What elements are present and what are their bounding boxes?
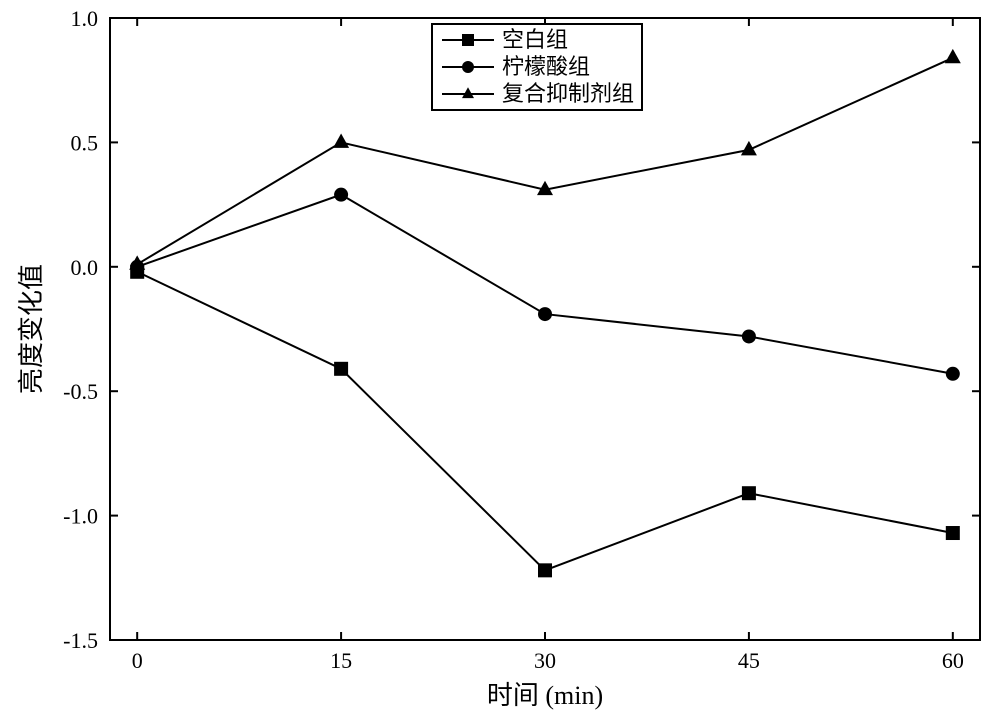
legend-marker bbox=[462, 61, 474, 73]
series-marker-citric bbox=[538, 307, 552, 321]
series-marker-blank bbox=[334, 362, 348, 376]
legend-label: 柠檬酸组 bbox=[502, 54, 590, 79]
series-marker-compound bbox=[333, 133, 349, 147]
plot-frame bbox=[110, 18, 980, 640]
legend-marker bbox=[462, 34, 474, 46]
series-marker-blank bbox=[538, 563, 552, 577]
y-tick-label: -1.5 bbox=[63, 628, 98, 653]
x-tick-label: 45 bbox=[738, 648, 760, 673]
series-marker-compound bbox=[129, 255, 145, 269]
series-marker-blank bbox=[742, 486, 756, 500]
y-tick-label: -1.0 bbox=[63, 504, 98, 529]
series-marker-citric bbox=[946, 367, 960, 381]
y-tick-label: -0.5 bbox=[63, 379, 98, 404]
series-marker-citric bbox=[742, 329, 756, 343]
x-tick-label: 60 bbox=[942, 648, 964, 673]
y-tick-label: 0.0 bbox=[71, 255, 99, 280]
x-tick-label: 30 bbox=[534, 648, 556, 673]
series-marker-citric bbox=[334, 188, 348, 202]
y-axis-label: 亮度变化值 bbox=[17, 264, 46, 394]
series-line-citric bbox=[137, 195, 953, 374]
x-tick-label: 0 bbox=[132, 648, 143, 673]
legend-label: 空白组 bbox=[502, 27, 568, 52]
x-axis-label: 时间 (min) bbox=[487, 681, 603, 710]
series-marker-compound bbox=[945, 49, 961, 63]
y-tick-label: 1.0 bbox=[71, 6, 99, 31]
y-tick-label: 0.5 bbox=[71, 130, 99, 155]
series-marker-blank bbox=[946, 526, 960, 540]
x-tick-label: 15 bbox=[330, 648, 352, 673]
legend-label: 复合抑制剂组 bbox=[502, 81, 634, 106]
